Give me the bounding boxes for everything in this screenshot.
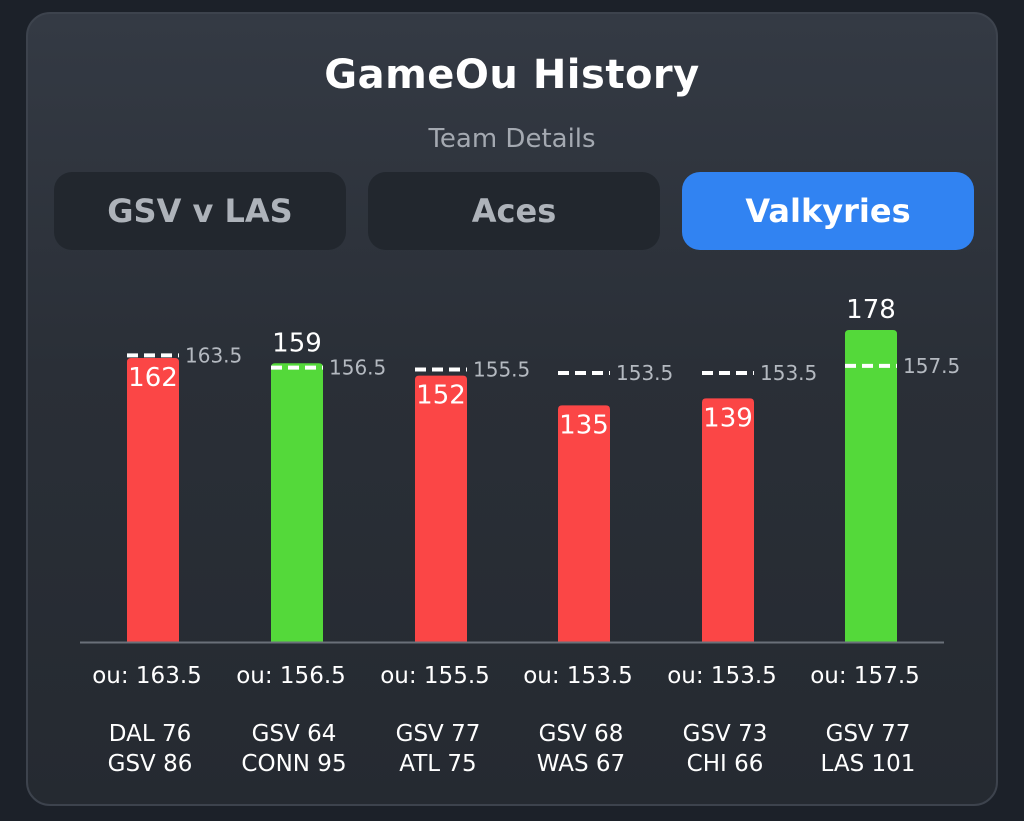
team-score-2: ATL 75 xyxy=(399,751,476,777)
bar xyxy=(702,398,754,642)
team-score-2: LAS 101 xyxy=(821,751,916,777)
tab-valkyries[interactable]: Valkyries xyxy=(682,172,974,250)
ou-label: ou: 163.5 xyxy=(92,663,202,689)
team-score-1: DAL 76 xyxy=(109,721,191,747)
team-score-2: WAS 67 xyxy=(537,751,625,777)
ou-label: ou: 155.5 xyxy=(380,663,490,689)
page-title: GameOu History xyxy=(324,52,700,98)
bar-value-label: 159 xyxy=(272,328,322,358)
bar xyxy=(127,358,179,642)
ou-label: ou: 153.5 xyxy=(667,663,777,689)
tab-matchup-label: GSV v LAS xyxy=(107,192,293,230)
tab-matchup[interactable]: GSV v LAS xyxy=(54,172,346,250)
team-score-1: GSV 77 xyxy=(826,721,911,747)
ou-line-value: 157.5 xyxy=(903,354,960,378)
ou-label: ou: 157.5 xyxy=(810,663,920,689)
bar-value-label: 139 xyxy=(703,403,753,433)
bar-value-label: 135 xyxy=(559,410,609,440)
bar-value-label: 162 xyxy=(128,363,178,393)
gameou-history-card: GameOu History Team Details GSV v LAS Ac… xyxy=(26,12,998,806)
ou-label: ou: 156.5 xyxy=(236,663,346,689)
ou-line-value: 155.5 xyxy=(473,357,530,381)
bar-value-label: 178 xyxy=(846,295,896,325)
bar-value-label: 152 xyxy=(416,381,466,411)
ou-line-value: 153.5 xyxy=(760,361,817,385)
team-score-1: GSV 68 xyxy=(539,721,624,747)
ou-line-value: 156.5 xyxy=(329,356,386,380)
bar xyxy=(415,375,467,642)
tab-aces[interactable]: Aces xyxy=(368,172,660,250)
bar xyxy=(271,363,323,642)
team-score-1: GSV 73 xyxy=(683,721,768,747)
ou-line-value: 153.5 xyxy=(616,361,673,385)
team-score-1: GSV 77 xyxy=(396,721,481,747)
ou-line-value: 163.5 xyxy=(185,343,242,367)
tab-aces-label: Aces xyxy=(471,192,557,230)
bar xyxy=(845,330,897,642)
team-score-1: GSV 64 xyxy=(252,721,337,747)
page-subtitle: Team Details xyxy=(428,124,596,154)
team-score-2: GSV 86 xyxy=(108,751,193,777)
bar xyxy=(558,405,610,642)
team-score-2: CHI 66 xyxy=(687,751,764,777)
team-score-2: CONN 95 xyxy=(241,751,346,777)
ou-label: ou: 153.5 xyxy=(523,663,633,689)
tab-valkyries-label: Valkyries xyxy=(745,192,911,230)
